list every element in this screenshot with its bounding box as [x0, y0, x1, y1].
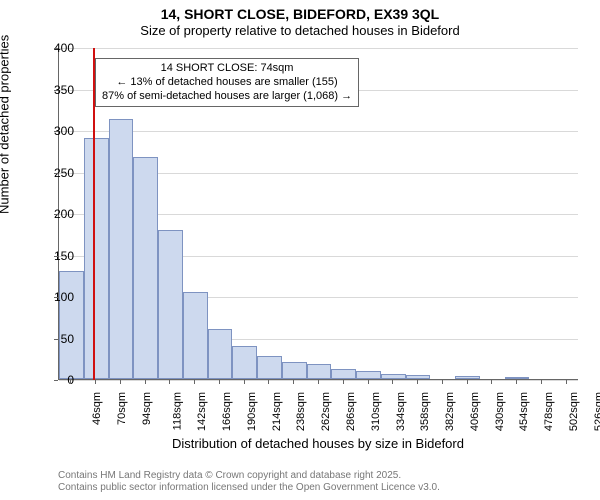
- x-tick-label: 166sqm: [221, 392, 233, 431]
- x-tick-label: 70sqm: [116, 392, 128, 425]
- gridline: [59, 131, 578, 132]
- histogram-bar: [257, 356, 282, 379]
- histogram-bar: [59, 271, 84, 379]
- x-tick-mark: [442, 380, 443, 384]
- histogram-bar: [84, 138, 109, 379]
- chart-title: 14, SHORT CLOSE, BIDEFORD, EX39 3QL: [0, 0, 600, 23]
- x-axis-label: Distribution of detached houses by size …: [58, 436, 578, 451]
- histogram-bar: [208, 329, 233, 379]
- histogram-bar: [505, 377, 530, 379]
- x-tick-label: 502sqm: [568, 392, 580, 431]
- x-tick-mark: [566, 380, 567, 384]
- annotation-line: 87% of semi-detached houses are larger (…: [102, 90, 352, 104]
- histogram-bar: [455, 376, 480, 379]
- x-tick-mark: [145, 380, 146, 384]
- x-tick-mark: [219, 380, 220, 384]
- x-tick-label: 286sqm: [345, 392, 357, 431]
- x-tick-label: 214sqm: [271, 392, 283, 431]
- x-tick-label: 262sqm: [320, 392, 332, 431]
- y-tick-mark: [54, 297, 58, 298]
- x-tick-label: 94sqm: [141, 392, 153, 425]
- y-tick-mark: [54, 256, 58, 257]
- y-tick-mark: [54, 339, 58, 340]
- x-tick-mark: [318, 380, 319, 384]
- histogram-bar: [109, 119, 134, 379]
- annotation-line: ← 13% of detached houses are smaller (15…: [102, 76, 352, 90]
- histogram-bar: [232, 346, 257, 379]
- x-tick-mark: [343, 380, 344, 384]
- x-tick-mark: [169, 380, 170, 384]
- x-tick-mark: [120, 380, 121, 384]
- x-tick-mark: [368, 380, 369, 384]
- x-tick-mark: [70, 380, 71, 384]
- x-tick-mark: [516, 380, 517, 384]
- x-tick-label: 430sqm: [494, 392, 506, 431]
- y-tick-mark: [54, 380, 58, 381]
- histogram-bar: [133, 157, 158, 379]
- x-tick-mark: [95, 380, 96, 384]
- annotation-line: 14 SHORT CLOSE: 74sqm: [102, 62, 352, 76]
- x-tick-label: 238sqm: [296, 392, 308, 431]
- footer-line: Contains HM Land Registry data © Crown c…: [58, 470, 440, 482]
- annotation-box: 14 SHORT CLOSE: 74sqm ← 13% of detached …: [95, 58, 359, 107]
- x-tick-label: 526sqm: [593, 392, 600, 431]
- x-tick-label: 334sqm: [395, 392, 407, 431]
- x-tick-mark: [491, 380, 492, 384]
- x-tick-label: 142sqm: [197, 392, 209, 431]
- x-tick-label: 406sqm: [469, 392, 481, 431]
- histogram-bar: [183, 292, 208, 379]
- footer-attribution: Contains HM Land Registry data © Crown c…: [58, 470, 440, 494]
- x-tick-label: 358sqm: [419, 392, 431, 431]
- reference-line: [93, 48, 95, 380]
- y-axis-label: Number of detached properties: [0, 35, 12, 214]
- y-tick-mark: [54, 90, 58, 91]
- y-tick-mark: [54, 214, 58, 215]
- x-tick-label: 190sqm: [246, 392, 258, 431]
- histogram-bar: [381, 374, 406, 379]
- x-tick-mark: [194, 380, 195, 384]
- histogram-bar: [282, 362, 307, 379]
- y-tick-mark: [54, 173, 58, 174]
- x-tick-label: 118sqm: [171, 392, 183, 430]
- x-tick-mark: [293, 380, 294, 384]
- y-tick-mark: [54, 131, 58, 132]
- x-tick-label: 454sqm: [518, 392, 530, 431]
- x-tick-label: 310sqm: [370, 392, 382, 431]
- histogram-bar: [158, 230, 183, 379]
- x-tick-mark: [392, 380, 393, 384]
- x-tick-mark: [268, 380, 269, 384]
- x-tick-label: 478sqm: [543, 392, 555, 431]
- x-tick-label: 382sqm: [444, 392, 456, 431]
- y-tick-mark: [54, 48, 58, 49]
- x-tick-mark: [244, 380, 245, 384]
- chart-container: 14, SHORT CLOSE, BIDEFORD, EX39 3QL Size…: [0, 0, 600, 500]
- gridline: [59, 48, 578, 49]
- histogram-bar: [406, 375, 431, 379]
- histogram-bar: [307, 364, 332, 379]
- x-tick-mark: [541, 380, 542, 384]
- x-tick-mark: [417, 380, 418, 384]
- x-tick-mark: [467, 380, 468, 384]
- histogram-bar: [356, 371, 381, 379]
- histogram-bar: [331, 369, 356, 379]
- x-tick-label: 46sqm: [91, 392, 103, 425]
- footer-line: Contains public sector information licen…: [58, 482, 440, 494]
- chart-subtitle: Size of property relative to detached ho…: [0, 23, 600, 43]
